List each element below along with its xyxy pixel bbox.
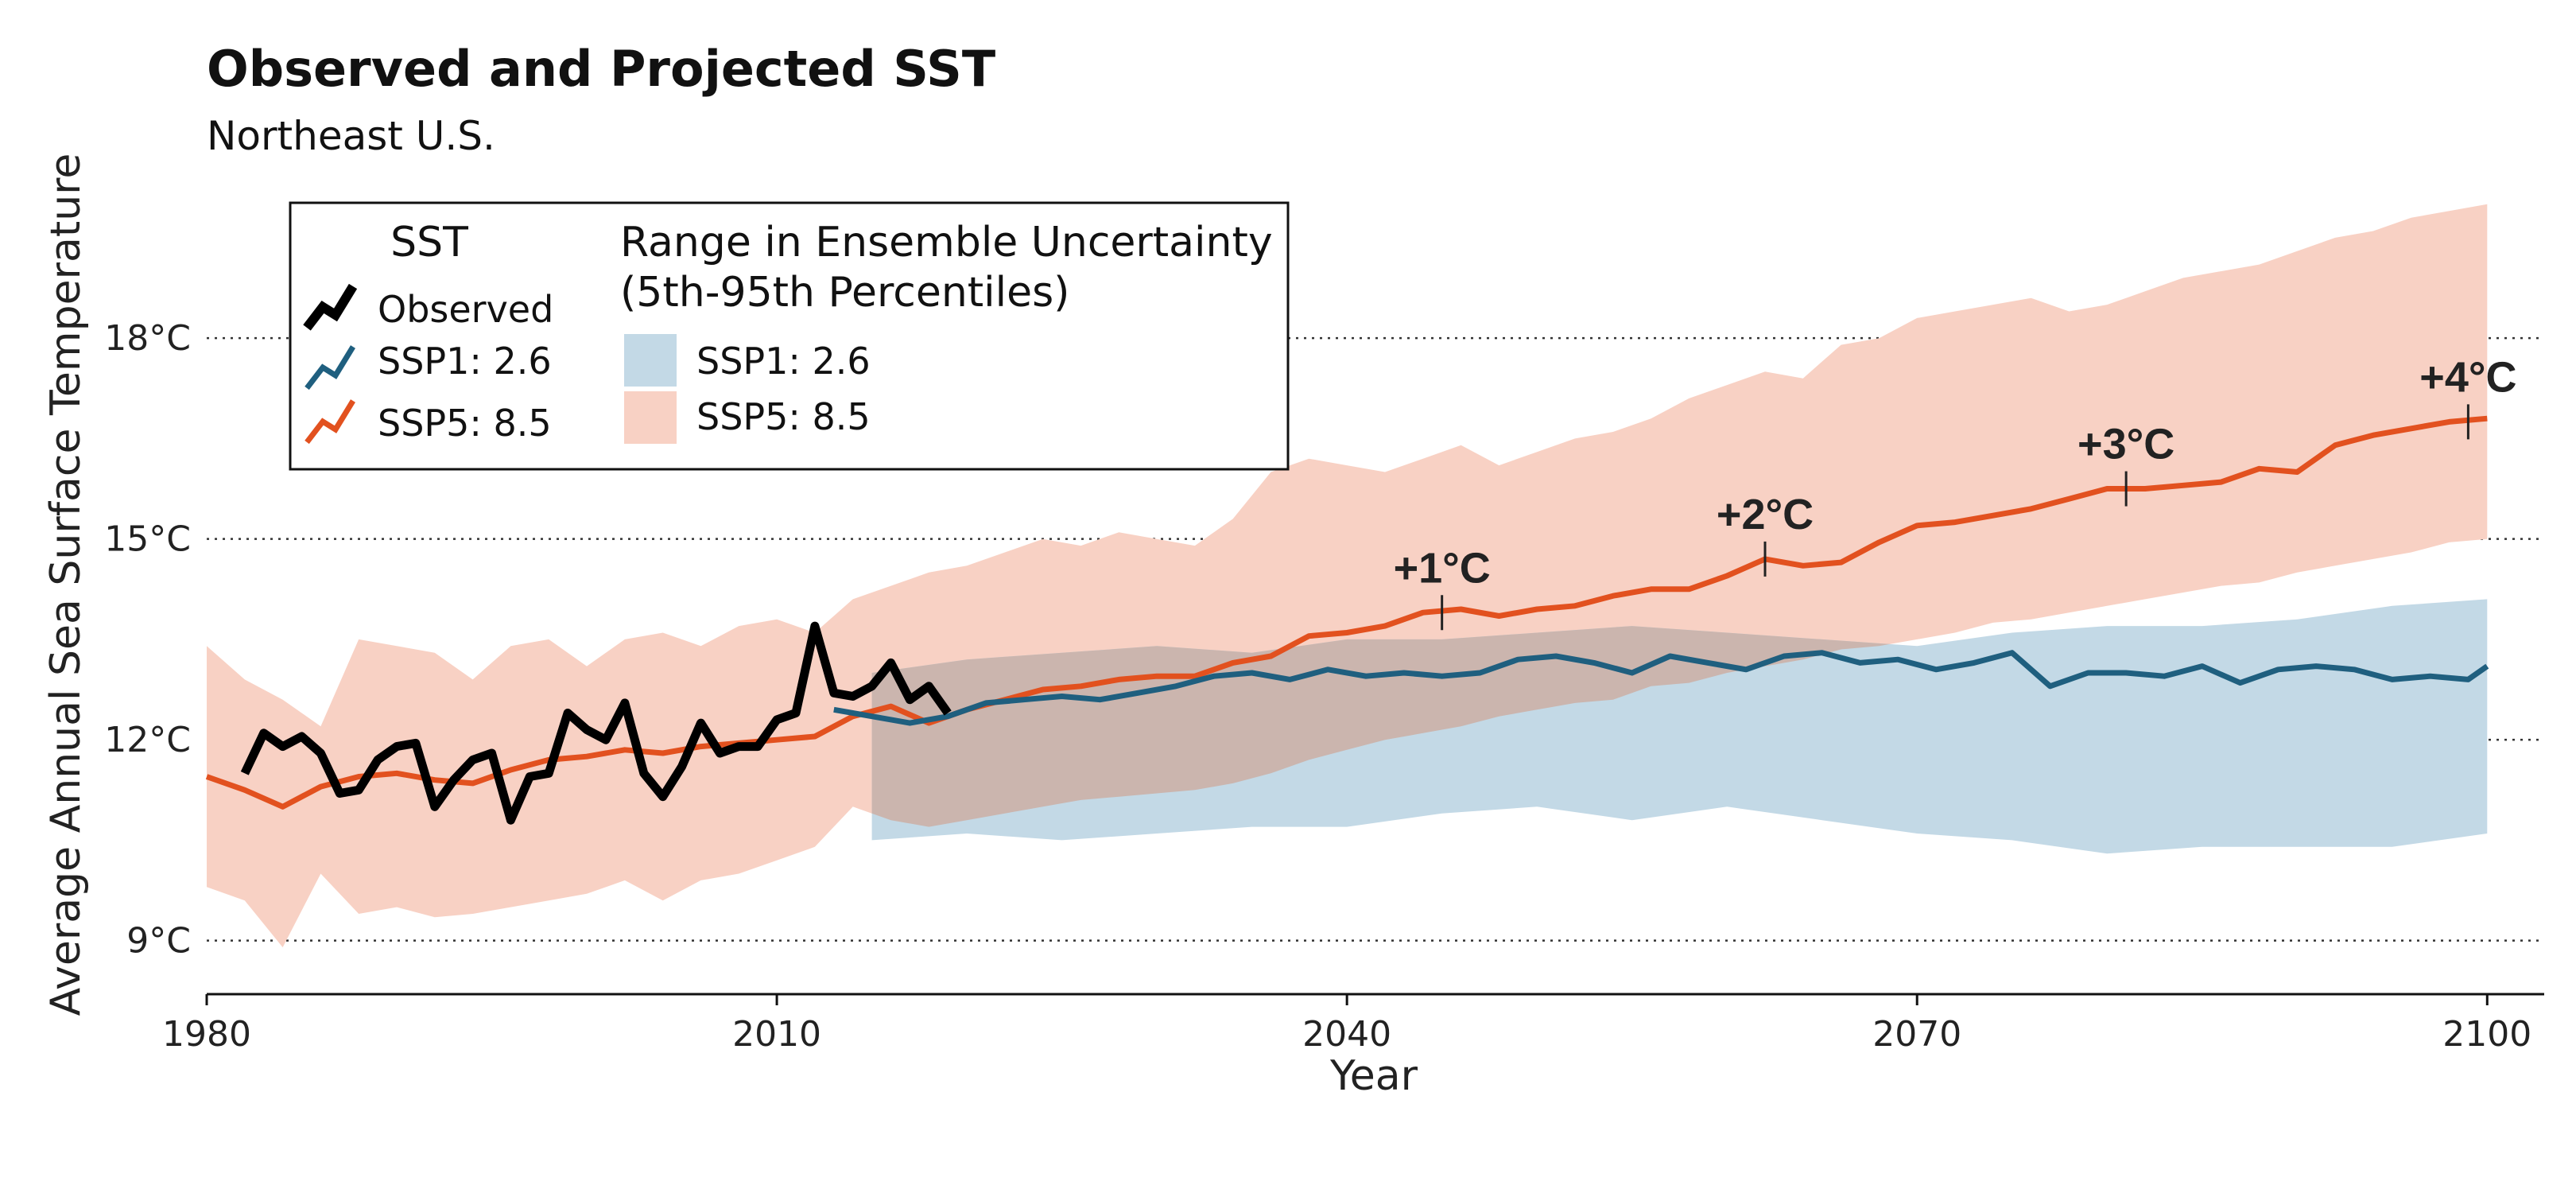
band-ssp5-8-5 xyxy=(207,204,2488,948)
x-tick-label-2040: 2040 xyxy=(1302,1014,1391,1055)
y-tick-label-12: 12°C xyxy=(104,720,191,760)
series-lines xyxy=(205,415,2489,825)
annotation-label-3-c: +3°C xyxy=(2077,421,2174,468)
legend-ssp5-band-swatch xyxy=(624,391,677,444)
legend-ssp1-band-swatch xyxy=(624,334,677,387)
annotation-label-4-c: +4°C xyxy=(2419,353,2516,401)
legend-observed-swatch xyxy=(303,283,358,331)
legend-range-title-1: Range in Ensemble Uncertainty xyxy=(620,219,1273,266)
legend-range-title-2: (5th-95th Percentiles) xyxy=(620,269,1069,317)
y-ticks: 9°C 12°C 15°C 18°C xyxy=(104,318,191,962)
series-line-ssp5-8-5 xyxy=(205,415,2488,810)
warming-annotations: +1°C +2°C +3°C +4°C xyxy=(1394,353,2516,631)
x-tick-label-2100: 2100 xyxy=(2442,1014,2531,1055)
x-tick-label-1980: 1980 xyxy=(162,1014,251,1055)
annotation-label-2-c: +2°C xyxy=(1717,491,1814,538)
uncertainty-bands xyxy=(207,204,2488,948)
x-tick-label-2010: 2010 xyxy=(732,1014,821,1055)
x-ticks: 1980 2010 2040 2070 2100 xyxy=(162,994,2531,1055)
legend-ssp5-band-label: SSP5: 8.5 xyxy=(696,395,871,438)
y-axis-label: Average Annual Sea Surface Temperature xyxy=(42,153,90,1016)
legend-ssp5-swatch xyxy=(305,399,355,445)
chart-subtitle: Northeast U.S. xyxy=(207,113,495,159)
legend-ssp5-label: SSP5: 8.5 xyxy=(378,402,552,445)
annotation-label-1-c: +1°C xyxy=(1394,544,1491,592)
legend-observed-label: Observed xyxy=(378,288,553,331)
legend-sst-title: SST xyxy=(390,219,468,266)
legend-ssp1-swatch xyxy=(305,345,355,391)
y-tick-label-9: 9°C xyxy=(126,921,191,962)
series-line-ssp1-2-6 xyxy=(833,650,2489,726)
series-line-observed xyxy=(240,621,952,825)
x-axis-label: Year xyxy=(1329,1052,1418,1100)
legend-box xyxy=(289,201,1290,471)
legend-ssp1-band-label: SSP1: 2.6 xyxy=(696,340,871,383)
x-tick-label-2070: 2070 xyxy=(1872,1014,1961,1055)
y-tick-label-15: 15°C xyxy=(104,519,191,560)
y-tick-label-18: 18°C xyxy=(104,318,191,359)
legend: SST Observed SSP1: 2.6 SSP5: 8.5 Range i… xyxy=(289,201,1290,471)
chart-title: Observed and Projected SST xyxy=(207,40,995,98)
legend-ssp1-label: SSP1: 2.6 xyxy=(378,340,552,383)
